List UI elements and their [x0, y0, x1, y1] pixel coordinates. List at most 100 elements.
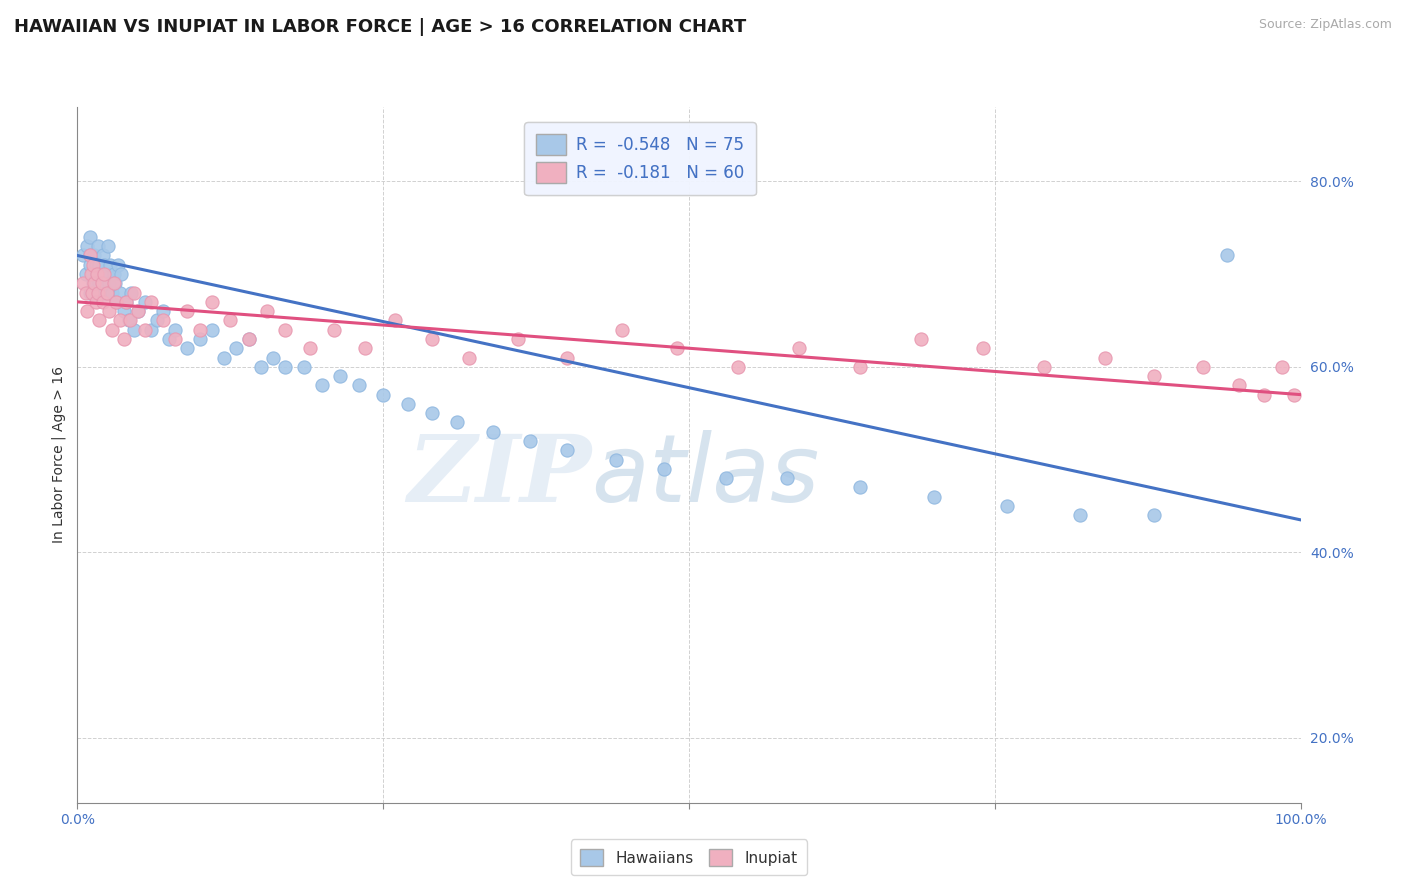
Point	[105, 294, 128, 309]
Point	[152, 304, 174, 318]
Point	[89, 313, 111, 327]
Point	[714, 471, 737, 485]
Point	[506, 332, 529, 346]
Point	[76, 304, 98, 318]
Point	[112, 304, 135, 318]
Text: HAWAIIAN VS INUPIAT IN LABOR FORCE | AGE > 16 CORRELATION CHART: HAWAIIAN VS INUPIAT IN LABOR FORCE | AGE…	[14, 18, 747, 36]
Point	[91, 294, 114, 309]
Point	[104, 277, 127, 291]
Point	[94, 285, 117, 300]
Point	[86, 267, 108, 281]
Point	[118, 313, 141, 327]
Point	[371, 387, 394, 401]
Point	[89, 258, 111, 272]
Point	[256, 304, 278, 318]
Point	[1069, 508, 1091, 523]
Point	[157, 332, 180, 346]
Point	[165, 323, 187, 337]
Point	[108, 313, 131, 327]
Point	[482, 425, 505, 439]
Point	[84, 285, 107, 300]
Point	[97, 239, 120, 253]
Point	[87, 285, 110, 300]
Point	[665, 341, 688, 355]
Point	[86, 267, 108, 281]
Point	[353, 341, 375, 355]
Point	[84, 258, 107, 272]
Point	[1229, 378, 1251, 392]
Point	[107, 258, 129, 272]
Point	[165, 332, 187, 346]
Point	[776, 471, 799, 485]
Point	[98, 258, 121, 272]
Point	[519, 434, 541, 448]
Point	[96, 267, 118, 281]
Point	[188, 332, 211, 346]
Point	[90, 277, 112, 291]
Point	[188, 323, 211, 337]
Point	[1216, 248, 1239, 262]
Point	[329, 369, 352, 384]
Point	[98, 304, 121, 318]
Point	[201, 294, 224, 309]
Point	[1271, 359, 1294, 374]
Point	[75, 285, 97, 300]
Point	[127, 304, 149, 318]
Point	[127, 304, 149, 318]
Point	[292, 359, 315, 374]
Point	[201, 323, 224, 337]
Point	[420, 332, 443, 346]
Point	[274, 359, 297, 374]
Point	[112, 332, 135, 346]
Point	[93, 258, 115, 272]
Point	[83, 248, 105, 262]
Point	[122, 285, 145, 300]
Point	[139, 294, 162, 309]
Point	[238, 332, 260, 346]
Point	[849, 480, 872, 494]
Point	[176, 304, 198, 318]
Point	[250, 359, 273, 374]
Legend: R =  -0.548   N = 75, R =  -0.181   N = 60: R = -0.548 N = 75, R = -0.181 N = 60	[524, 122, 756, 195]
Point	[108, 285, 131, 300]
Point	[555, 443, 578, 458]
Point	[80, 267, 103, 281]
Point	[384, 313, 406, 327]
Point	[89, 277, 111, 291]
Point	[79, 248, 101, 262]
Point	[82, 277, 104, 291]
Text: ZIP: ZIP	[406, 431, 591, 521]
Point	[90, 267, 112, 281]
Point	[96, 285, 118, 300]
Point	[80, 267, 103, 281]
Point	[995, 499, 1018, 513]
Point	[849, 359, 872, 374]
Point	[146, 313, 169, 327]
Text: Source: ZipAtlas.com: Source: ZipAtlas.com	[1258, 18, 1392, 31]
Point	[1253, 387, 1275, 401]
Point	[84, 294, 107, 309]
Point	[152, 313, 174, 327]
Point	[323, 323, 346, 337]
Point	[76, 239, 98, 253]
Point	[122, 323, 145, 337]
Point	[922, 490, 945, 504]
Point	[610, 323, 633, 337]
Point	[93, 277, 115, 291]
Legend: Hawaiians, Inupiat: Hawaiians, Inupiat	[571, 839, 807, 875]
Point	[1032, 359, 1054, 374]
Point	[1143, 508, 1166, 523]
Point	[396, 397, 419, 411]
Point	[115, 294, 138, 309]
Point	[79, 248, 101, 262]
Point	[105, 294, 128, 309]
Point	[1094, 351, 1116, 365]
Point	[120, 285, 142, 300]
Point	[238, 332, 260, 346]
Point	[93, 267, 115, 281]
Point	[103, 267, 125, 281]
Point	[91, 248, 114, 262]
Point	[605, 452, 627, 467]
Point	[82, 258, 104, 272]
Point	[115, 294, 138, 309]
